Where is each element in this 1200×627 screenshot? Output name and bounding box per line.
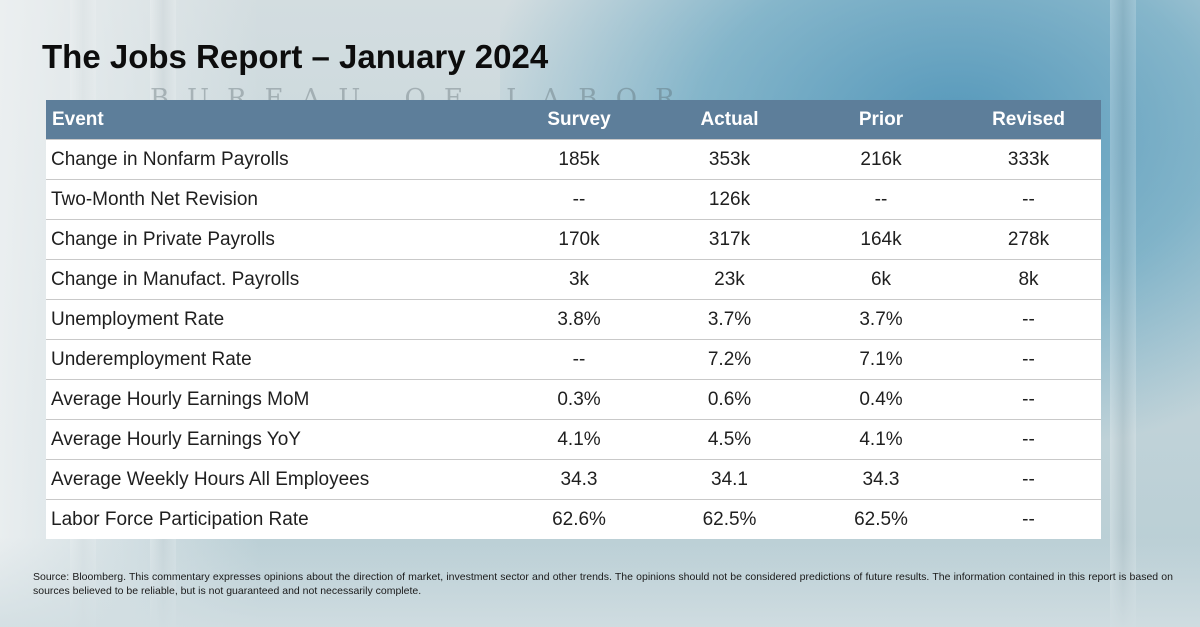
table-row: Change in Nonfarm Payrolls 185k 353k 216… (46, 139, 1101, 180)
table-row: Change in Manufact. Payrolls 3k 23k 6k 8… (46, 259, 1101, 300)
event-cell: Two-Month Net Revision (46, 179, 505, 220)
table-row: Unemployment Rate 3.8% 3.7% 3.7% -- (46, 299, 1101, 340)
background-bottom-band (0, 537, 1200, 627)
prior-cell: 6k (806, 259, 956, 300)
source-footnote: Source: Bloomberg. This commentary expre… (33, 571, 1173, 597)
revised-cell: -- (956, 179, 1101, 220)
prior-cell: 4.1% (806, 419, 956, 460)
event-cell: Underemployment Rate (46, 339, 505, 380)
prior-cell: 164k (806, 219, 956, 260)
prior-cell: 34.3 (806, 459, 956, 500)
survey-cell: 3.8% (505, 299, 653, 340)
prior-cell: -- (806, 179, 956, 220)
revised-cell: 333k (956, 139, 1101, 180)
event-cell: Average Weekly Hours All Employees (46, 459, 505, 500)
actual-cell: 4.5% (653, 419, 806, 460)
table-row: Labor Force Participation Rate 62.6% 62.… (46, 499, 1101, 539)
actual-cell: 353k (653, 139, 806, 180)
actual-cell: 34.1 (653, 459, 806, 500)
actual-cell: 23k (653, 259, 806, 300)
actual-cell: 126k (653, 179, 806, 220)
survey-cell: 62.6% (505, 499, 653, 539)
header-survey: Survey (505, 100, 653, 140)
page-title: The Jobs Report – January 2024 (42, 38, 549, 75)
table-header-row: Event Survey Actual Prior Revised (46, 100, 1101, 140)
survey-cell: 185k (505, 139, 653, 180)
survey-cell: 170k (505, 219, 653, 260)
header-event: Event (46, 100, 505, 140)
survey-cell: 34.3 (505, 459, 653, 500)
event-cell: Change in Manufact. Payrolls (46, 259, 505, 300)
table-row: Two-Month Net Revision -- 126k -- -- (46, 179, 1101, 220)
table-row: Average Hourly Earnings MoM 0.3% 0.6% 0.… (46, 379, 1101, 420)
event-cell: Unemployment Rate (46, 299, 505, 340)
event-cell: Average Hourly Earnings MoM (46, 379, 505, 420)
background-column (1110, 0, 1136, 627)
actual-cell: 3.7% (653, 299, 806, 340)
survey-cell: 4.1% (505, 419, 653, 460)
table-row: Underemployment Rate -- 7.2% 7.1% -- (46, 339, 1101, 380)
header-prior: Prior (806, 100, 956, 140)
revised-cell: 8k (956, 259, 1101, 300)
event-cell: Average Hourly Earnings YoY (46, 419, 505, 460)
revised-cell: -- (956, 339, 1101, 380)
survey-cell: -- (505, 179, 653, 220)
prior-cell: 216k (806, 139, 956, 180)
revised-cell: -- (956, 459, 1101, 500)
header-actual: Actual (653, 100, 806, 140)
revised-cell: -- (956, 419, 1101, 460)
jobs-report-table: Event Survey Actual Prior Revised Change… (46, 100, 1101, 539)
prior-cell: 0.4% (806, 379, 956, 420)
revised-cell: -- (956, 379, 1101, 420)
actual-cell: 317k (653, 219, 806, 260)
revised-cell: 278k (956, 219, 1101, 260)
event-cell: Change in Private Payrolls (46, 219, 505, 260)
table-row: Change in Private Payrolls 170k 317k 164… (46, 219, 1101, 260)
event-cell: Change in Nonfarm Payrolls (46, 139, 505, 180)
survey-cell: 0.3% (505, 379, 653, 420)
survey-cell: 3k (505, 259, 653, 300)
actual-cell: 62.5% (653, 499, 806, 539)
prior-cell: 62.5% (806, 499, 956, 539)
revised-cell: -- (956, 499, 1101, 539)
prior-cell: 7.1% (806, 339, 956, 380)
table-row: Average Weekly Hours All Employees 34.3 … (46, 459, 1101, 500)
table-row: Average Hourly Earnings YoY 4.1% 4.5% 4.… (46, 419, 1101, 460)
actual-cell: 0.6% (653, 379, 806, 420)
prior-cell: 3.7% (806, 299, 956, 340)
actual-cell: 7.2% (653, 339, 806, 380)
event-cell: Labor Force Participation Rate (46, 499, 505, 539)
revised-cell: -- (956, 299, 1101, 340)
survey-cell: -- (505, 339, 653, 380)
header-revised: Revised (956, 100, 1101, 140)
